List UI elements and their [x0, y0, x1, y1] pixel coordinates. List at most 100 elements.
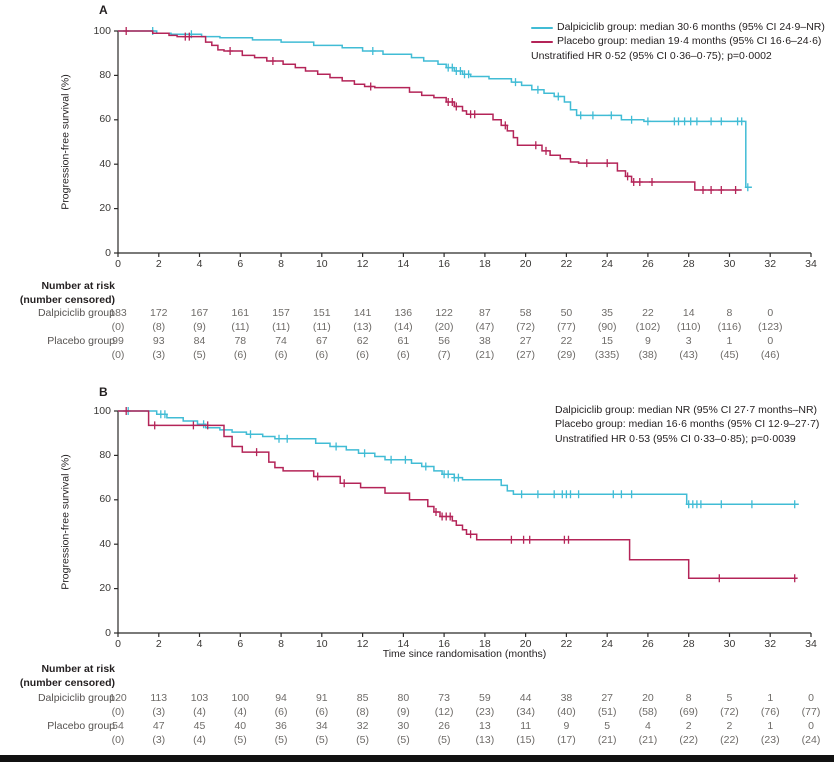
x-tick-label: 14 — [397, 638, 410, 650]
x-tick-label: 34 — [805, 638, 817, 650]
risk-value: 74 — [275, 335, 287, 347]
risk-censored-value: (51) — [597, 706, 617, 718]
panel-label: B — [99, 385, 108, 399]
risk-censored-value: (29) — [557, 349, 576, 361]
y-tick-label: 40 — [99, 157, 111, 170]
risk-censored-value: (0) — [111, 734, 125, 746]
x-tick-label: 0 — [115, 258, 121, 270]
legend-line-text: Dalpiciclib group: median 30·6 months (9… — [557, 21, 825, 33]
risk-value: 157 — [272, 307, 290, 319]
legend-line-text: Unstratified HR 0·53 (95% CI 0·33–0·85);… — [555, 432, 796, 445]
risk-value: 103 — [190, 692, 209, 704]
survival-curve-placebo-group — [118, 410, 797, 579]
legend-line-text: Dalpiciclib group: median NR (95% CI 27·… — [555, 404, 818, 416]
y-tick-label: 80 — [99, 68, 111, 81]
x-tick-label: 6 — [237, 638, 244, 650]
risk-censored-value: (102) — [635, 321, 661, 333]
risk-censored-value: (13) — [353, 321, 372, 333]
risk-value: 0 — [808, 692, 814, 704]
risk-value: 141 — [353, 307, 372, 319]
risk-censored-value: (9) — [193, 321, 206, 333]
risk-censored-value: (5) — [396, 734, 410, 746]
x-tick-label: 16 — [438, 258, 450, 270]
x-tick-label: 14 — [397, 258, 410, 270]
risk-value: 120 — [109, 692, 127, 704]
bottom-rule — [0, 755, 834, 762]
legend-swatch — [531, 40, 553, 43]
risk-value: 172 — [149, 307, 168, 319]
risk-value: 84 — [193, 335, 206, 347]
risk-censored-value: (11) — [272, 321, 290, 333]
risk-value: 27 — [519, 335, 532, 347]
risk-censored-value: (110) — [676, 321, 701, 333]
risk-censored-value: (3) — [152, 349, 166, 361]
risk-value: 8 — [685, 692, 692, 704]
risk-value: 85 — [356, 692, 369, 704]
x-tick-label: 34 — [805, 258, 817, 270]
risk-censored-value: (72) — [720, 706, 739, 718]
y-tick-label: 20 — [99, 202, 111, 215]
risk-censored-value: (4) — [193, 734, 206, 746]
risk-value: 73 — [438, 692, 450, 704]
risk-value: 136 — [394, 307, 413, 319]
x-tick-label: 10 — [315, 258, 328, 270]
risk-value: 87 — [479, 307, 491, 319]
risk-censored-value: (3) — [152, 706, 166, 718]
risk-value: 47 — [152, 720, 165, 732]
risk-table-header: (number censored) — [19, 677, 115, 689]
risk-value: 99 — [112, 335, 124, 347]
risk-value: 38 — [560, 692, 573, 704]
risk-row-label: Placebo group — [47, 335, 115, 347]
x-tick-label: 30 — [723, 638, 736, 650]
risk-censored-value: (123) — [757, 321, 783, 333]
risk-censored-value: (27) — [516, 349, 535, 361]
risk-censored-value: (3) — [152, 734, 166, 746]
x-tick-label: 32 — [764, 638, 777, 650]
risk-censored-value: (6) — [356, 349, 369, 361]
survival-curve-dalpiciclib-group — [118, 30, 752, 189]
axes — [117, 31, 811, 254]
y-axis-title: Progression-free survival (%) — [59, 454, 72, 590]
risk-censored-value: (77) — [801, 706, 821, 718]
x-tick-label: 8 — [278, 638, 284, 650]
risk-value: 5 — [726, 692, 733, 704]
y-tick-label: 100 — [93, 24, 111, 37]
risk-value: 2 — [685, 720, 692, 732]
x-tick-label: 24 — [601, 258, 614, 270]
legend-line-text: Placebo group: median 16·6 months (95% C… — [555, 418, 820, 431]
risk-censored-value: (6) — [274, 706, 288, 718]
censor-marks-placebo-group — [123, 27, 739, 194]
legend-line-text: Unstratified HR 0·52 (95% CI 0·36–0·75);… — [531, 49, 772, 62]
x-tick-label: 16 — [438, 638, 450, 650]
risk-value: 45 — [193, 720, 206, 732]
risk-row-label: Dalpiciclib group — [37, 307, 115, 319]
x-tick-label: 30 — [723, 258, 736, 270]
risk-value: 167 — [190, 307, 209, 319]
risk-censored-value: (15) — [516, 734, 535, 746]
risk-value: 161 — [231, 307, 250, 319]
risk-censored-value: (0) — [111, 706, 125, 718]
risk-value: 78 — [234, 335, 247, 347]
x-tick-label: 12 — [356, 258, 369, 270]
risk-censored-value: (47) — [475, 321, 495, 333]
x-tick-label: 22 — [560, 638, 573, 650]
x-tick-label: 24 — [601, 638, 614, 650]
risk-value: 2 — [726, 720, 733, 732]
x-tick-label: 0 — [115, 638, 121, 650]
risk-censored-value: (45) — [720, 349, 739, 361]
risk-censored-value: (5) — [315, 734, 329, 746]
risk-censored-value: (6) — [396, 349, 410, 361]
risk-value: 0 — [808, 720, 814, 732]
risk-value: 80 — [397, 692, 410, 704]
x-tick-label: 10 — [315, 638, 328, 650]
panel-label: A — [99, 3, 108, 17]
risk-censored-value: (43) — [679, 349, 699, 361]
risk-censored-value: (6) — [274, 349, 288, 361]
risk-value: 34 — [315, 720, 328, 732]
risk-censored-value: (40) — [557, 706, 576, 718]
risk-value: 122 — [435, 307, 453, 319]
risk-value: 4 — [645, 720, 651, 732]
risk-censored-value: (0) — [111, 321, 125, 333]
y-tick-label: 60 — [99, 493, 111, 506]
risk-value: 36 — [275, 720, 287, 732]
